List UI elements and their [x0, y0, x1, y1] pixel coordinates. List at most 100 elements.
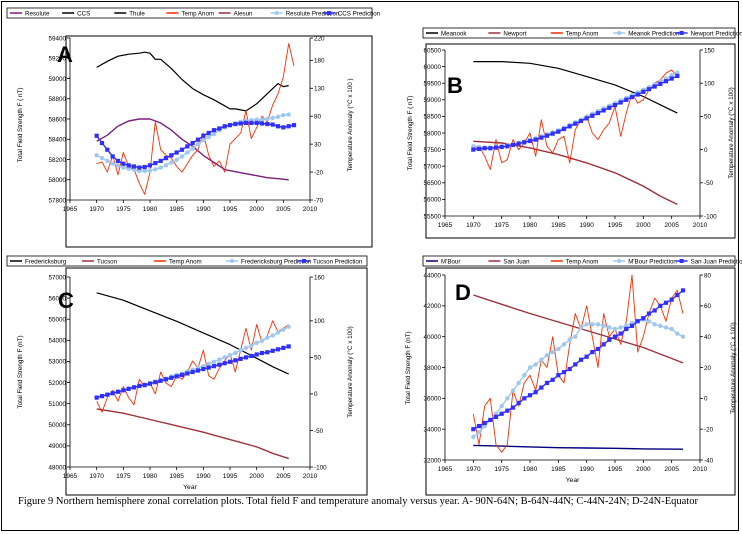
data-point	[516, 381, 520, 385]
x-tick-label: 1980	[523, 222, 538, 229]
data-point	[567, 338, 571, 342]
y-tick-label-left: 53000	[48, 359, 66, 366]
data-point	[212, 132, 216, 136]
x-tick-label: 1970	[89, 206, 104, 213]
y-tick-label-right: 20	[704, 365, 712, 372]
y-tick-label-right: 80	[704, 272, 712, 279]
y-tick-label-right: 0	[704, 396, 708, 403]
x-tick-label: 1990	[196, 473, 211, 480]
data-point	[607, 325, 611, 329]
x-tick-label: 2005	[276, 473, 291, 480]
data-point	[579, 325, 583, 329]
legend-marker	[617, 31, 621, 35]
data-point	[137, 166, 141, 170]
data-point	[675, 293, 679, 297]
y-axis-title-left: Total Field Strength F ( nT)	[17, 88, 24, 163]
x-tick-label: 1975	[494, 222, 509, 229]
x-tick-label: 1990	[196, 206, 211, 213]
data-point	[556, 130, 560, 134]
y-tick-label-right: -20	[314, 169, 324, 176]
data-point	[585, 355, 589, 359]
x-tick-label: 2005	[276, 206, 291, 213]
data-point	[153, 380, 157, 384]
data-point	[658, 304, 662, 308]
data-point	[533, 362, 537, 366]
data-point	[121, 388, 125, 392]
data-point	[281, 125, 285, 129]
data-point	[579, 119, 583, 123]
data-point	[206, 362, 210, 366]
x-tick-label: 1985	[169, 473, 184, 480]
x-tick-label: 1995	[223, 473, 238, 480]
data-point	[137, 384, 141, 388]
data-point	[105, 148, 109, 152]
legend-marker	[230, 259, 234, 263]
x-tick-label: 1975	[116, 206, 131, 213]
y-tick-label-left: 55500	[423, 213, 441, 220]
y-tick-label-right: 100	[314, 318, 325, 325]
y-tick-label-left: 59000	[48, 76, 66, 83]
data-point	[111, 391, 115, 395]
data-point	[534, 390, 538, 394]
series-tucson	[97, 409, 289, 459]
data-point	[142, 169, 146, 173]
x-tick-label: 1995	[223, 206, 238, 213]
x-tick-label: 2000	[249, 206, 264, 213]
data-point	[471, 427, 475, 431]
data-point	[164, 156, 168, 160]
y-axis-title-right: Temperature Anomaly (°C x 100 )	[346, 78, 354, 171]
data-point	[607, 106, 611, 110]
legend-label: Temp Anom	[181, 10, 214, 17]
series-m-bour-prediction	[471, 318, 685, 440]
data-point	[95, 134, 99, 138]
data-point	[556, 373, 560, 377]
y-tick-label-left: 57000	[423, 164, 441, 171]
data-point	[539, 385, 543, 389]
data-point	[653, 308, 657, 312]
data-point	[148, 168, 152, 172]
data-point	[191, 141, 195, 145]
data-point	[228, 353, 232, 357]
chart-panel-c: Fredericksburg Tucson Temp Anom Fredericksb…	[7, 256, 367, 495]
data-point	[159, 379, 163, 383]
y-tick-label-left: 58600	[48, 116, 66, 123]
data-point	[271, 122, 275, 126]
y-axis-title-right: Temperature Anomaly (°C x 100)	[727, 87, 735, 178]
series-line	[473, 62, 677, 114]
y-tick-label-right: -70	[314, 197, 324, 204]
chart-panel-d: M'Bour San Juan Temp Anom M'Bour Prediction…	[405, 256, 742, 495]
series-san-juan	[473, 295, 683, 363]
data-point	[562, 127, 566, 131]
data-point	[528, 139, 532, 143]
data-point	[185, 150, 189, 154]
data-point	[148, 382, 152, 386]
data-point	[658, 324, 662, 328]
y-tick-label-right: -20	[704, 426, 714, 433]
data-point	[111, 154, 115, 158]
series-ccs-prediction	[95, 121, 297, 170]
data-point	[228, 360, 232, 364]
data-point	[596, 111, 600, 115]
data-point	[153, 161, 157, 165]
y-tick-label-left: 60500	[423, 47, 441, 54]
y-tick-label-left: 48000	[48, 464, 66, 471]
y-tick-label-right: 180	[314, 58, 325, 65]
x-tick-label: 1970	[466, 222, 481, 229]
data-point	[517, 401, 521, 405]
data-point	[196, 142, 200, 146]
y-tick-label-right: 50	[704, 114, 712, 121]
data-point	[212, 364, 216, 368]
data-point	[494, 146, 498, 150]
x-tick-label: 1975	[116, 473, 131, 480]
data-point	[670, 76, 674, 80]
data-point	[270, 116, 274, 120]
data-point	[143, 165, 147, 169]
data-point	[110, 161, 114, 165]
data-point	[164, 377, 168, 381]
y-axis-title-right: Temperature Anomaly (°C x 100)	[346, 326, 354, 417]
data-point	[121, 165, 125, 169]
panel-border	[426, 44, 735, 238]
y-tick-label-left: 58500	[423, 114, 441, 121]
y-tick-label-left: 59000	[423, 97, 441, 104]
data-point	[185, 144, 189, 148]
